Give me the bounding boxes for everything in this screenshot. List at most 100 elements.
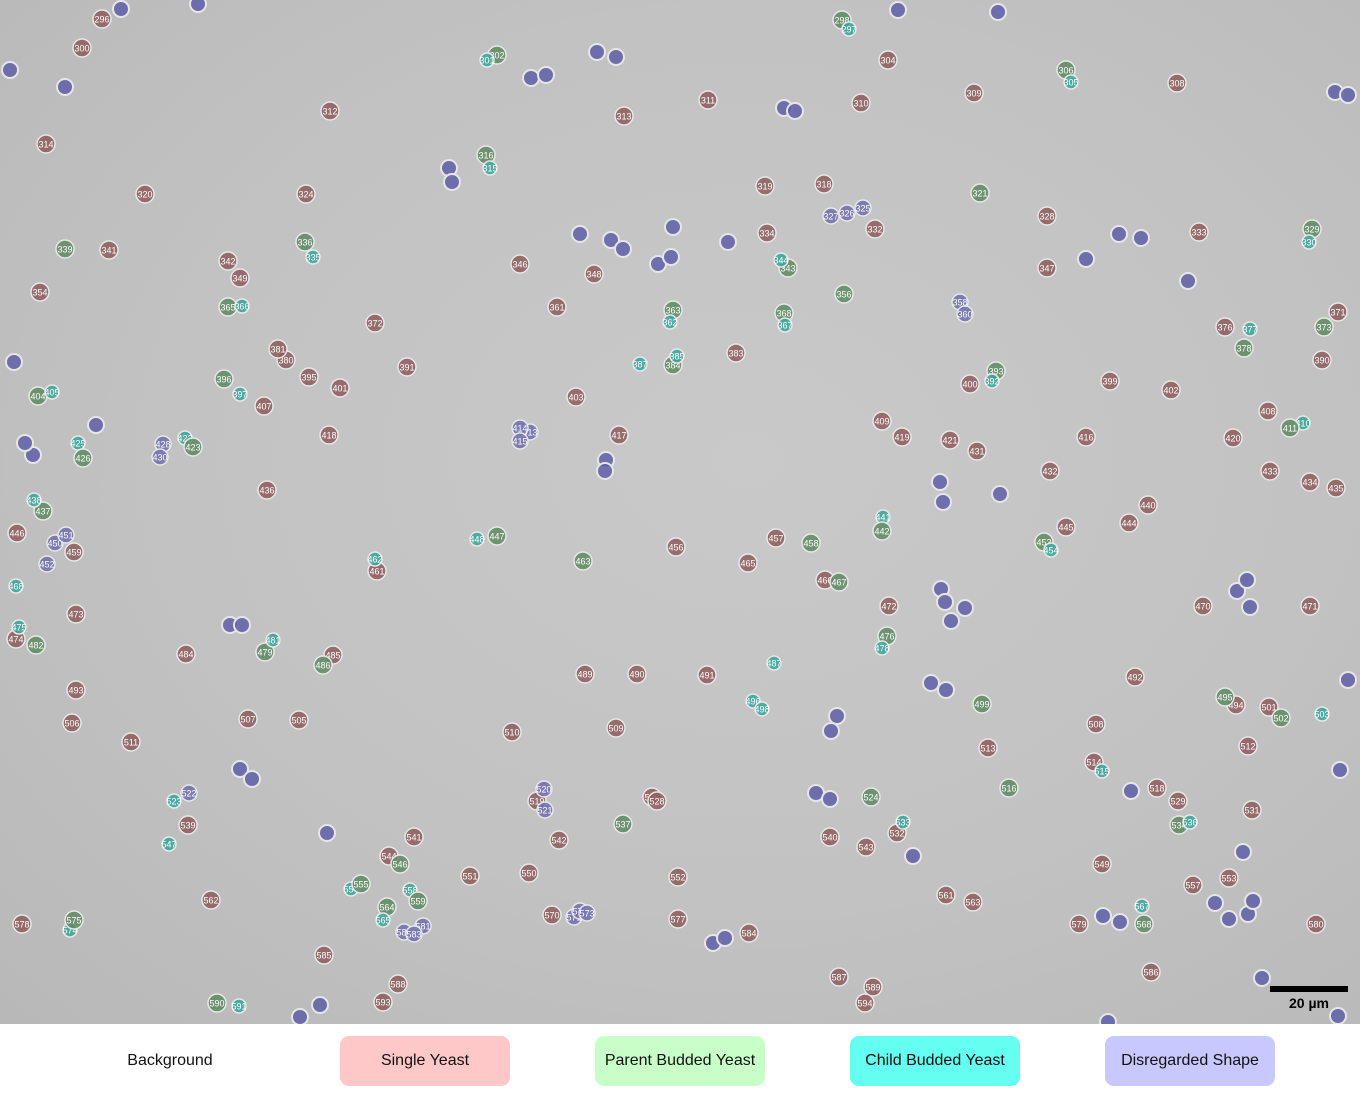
cell-single: 409 (872, 411, 892, 431)
cell-child: 462 (367, 551, 383, 567)
cell-single: 395 (299, 367, 319, 387)
cell-disregarded: 430 (151, 448, 169, 466)
cell-id-label: 310 (853, 98, 868, 108)
cell-id-label: 395 (301, 372, 316, 382)
cell-id-label: 305 (1063, 77, 1078, 87)
cell-id-label: 419 (894, 432, 909, 442)
cell-id-label: 420 (1225, 433, 1240, 443)
cell-id-label: 306 (1058, 65, 1073, 75)
cell-id-label: 565 (375, 915, 390, 925)
cell-id-label: 333 (1191, 227, 1206, 237)
cell-mask (166, 793, 182, 809)
cell-id-label: 414 (512, 423, 527, 433)
cell-id-label: 524 (863, 792, 878, 802)
cell-child: 478 (874, 640, 890, 656)
cell-id-label: 404 (30, 391, 45, 401)
cell-mask (305, 249, 321, 265)
cell-single: 588 (388, 974, 408, 994)
cell-id-label: 463 (575, 556, 590, 566)
legend-disregarded-shape: Disregarded Shape (1105, 1036, 1275, 1086)
cell-child: 565 (375, 912, 391, 928)
cell-mask (829, 572, 849, 592)
cell-single: 501 (1259, 697, 1279, 717)
cell-id-label: 415 (512, 436, 527, 446)
cell-mask (536, 801, 554, 819)
cell-id-label: 486 (315, 660, 330, 670)
cell-id-label: 507 (240, 714, 255, 724)
unlabeled-cell (1241, 598, 1259, 616)
cell-mask (584, 264, 604, 284)
cell-id-label: 553 (1221, 873, 1236, 883)
cell-single: 313 (614, 106, 634, 126)
cell-id-label: 510 (504, 727, 519, 737)
cell-child: 536 (1182, 814, 1198, 830)
unlabeled-cell (942, 612, 960, 630)
cell-mask (121, 732, 141, 752)
cell-single: 312 (320, 101, 340, 121)
cell-id-label: 349 (232, 273, 247, 283)
cell-id-label: 491 (699, 670, 714, 680)
cell-id-label: 519 (529, 796, 544, 806)
cell-single: 420 (1223, 428, 1243, 448)
cell-id-label: 478 (874, 643, 889, 653)
cell-id-label: 587 (831, 972, 846, 982)
cell-child: 344 (773, 252, 789, 268)
cell-mask (739, 923, 759, 943)
cell-child: 297 (841, 21, 857, 37)
cell-id-label: 474 (8, 634, 23, 644)
cell-child: 503 (1314, 706, 1330, 722)
cell-mask (766, 528, 786, 548)
cell-single: 402 (1161, 380, 1181, 400)
cell-single: 419 (892, 427, 912, 447)
cell-id-label: 318 (816, 179, 831, 189)
cell-mask (892, 427, 912, 447)
cell-parent: 568 (1134, 914, 1154, 934)
cell-single: 472 (879, 596, 899, 616)
cell-mask (647, 791, 667, 811)
cell-mask (319, 425, 339, 445)
cell-single: 541 (404, 827, 424, 847)
cell-id-label: 396 (216, 374, 231, 384)
cell-id-label: 456 (668, 542, 683, 552)
cell-id-label: 591 (231, 1001, 246, 1011)
cell-single: 531 (1242, 800, 1262, 820)
cell-id-label: 339 (57, 244, 72, 254)
cell-id-label: 417 (611, 430, 626, 440)
cell-mask (218, 251, 238, 271)
cell-single: 354 (30, 282, 50, 302)
cell-mask (535, 780, 553, 798)
cell-mask (964, 83, 984, 103)
cell-mask (1092, 854, 1112, 874)
cell-single: 553 (1219, 868, 1239, 888)
cell-mask (161, 836, 177, 852)
cell-mask (299, 367, 319, 387)
cell-mask (627, 664, 647, 684)
cell-parent: 442 (872, 521, 892, 541)
unlabeled-cell (1244, 892, 1262, 910)
cell-mask (1328, 302, 1348, 322)
cell-id-label: 411 (1283, 423, 1297, 433)
cell-mask (606, 718, 626, 738)
unlabeled-cell (602, 231, 620, 249)
cell-mask (330, 378, 350, 398)
cell-id-label: 593 (375, 997, 390, 1007)
cell-id-label: 577 (670, 914, 685, 924)
cell-id-label: 302 (489, 50, 504, 60)
cell-id-label: 377 (1242, 324, 1257, 334)
cell-id-label: 313 (616, 111, 631, 121)
cell-single: 417 (609, 425, 629, 445)
unlabeled-cell (1228, 582, 1246, 600)
cell-id-label: 580 (1308, 919, 1323, 929)
unlabeled-cell (243, 770, 261, 788)
cell-single: 408 (1258, 401, 1278, 421)
cell-id-label: 479 (257, 647, 272, 657)
cell-id-label: 499 (974, 699, 989, 709)
cell-mask (549, 830, 569, 850)
cell-child: 405 (44, 384, 60, 400)
cell-single: 579 (1069, 914, 1089, 934)
cell-single: 587 (829, 967, 849, 987)
cell-mask (1301, 234, 1317, 250)
cell-id-label: 405 (44, 387, 59, 397)
cell-id-label: 506 (64, 718, 79, 728)
